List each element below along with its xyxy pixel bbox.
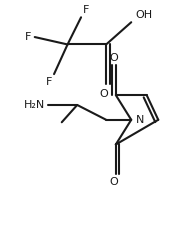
Text: F: F (46, 77, 52, 86)
Text: H₂N: H₂N (24, 100, 45, 110)
Text: O: O (109, 53, 118, 63)
Text: F: F (25, 32, 31, 42)
Text: O: O (100, 89, 109, 99)
Text: OH: OH (135, 10, 152, 20)
Text: N: N (136, 115, 144, 125)
Text: O: O (109, 177, 118, 186)
Text: F: F (83, 5, 89, 15)
